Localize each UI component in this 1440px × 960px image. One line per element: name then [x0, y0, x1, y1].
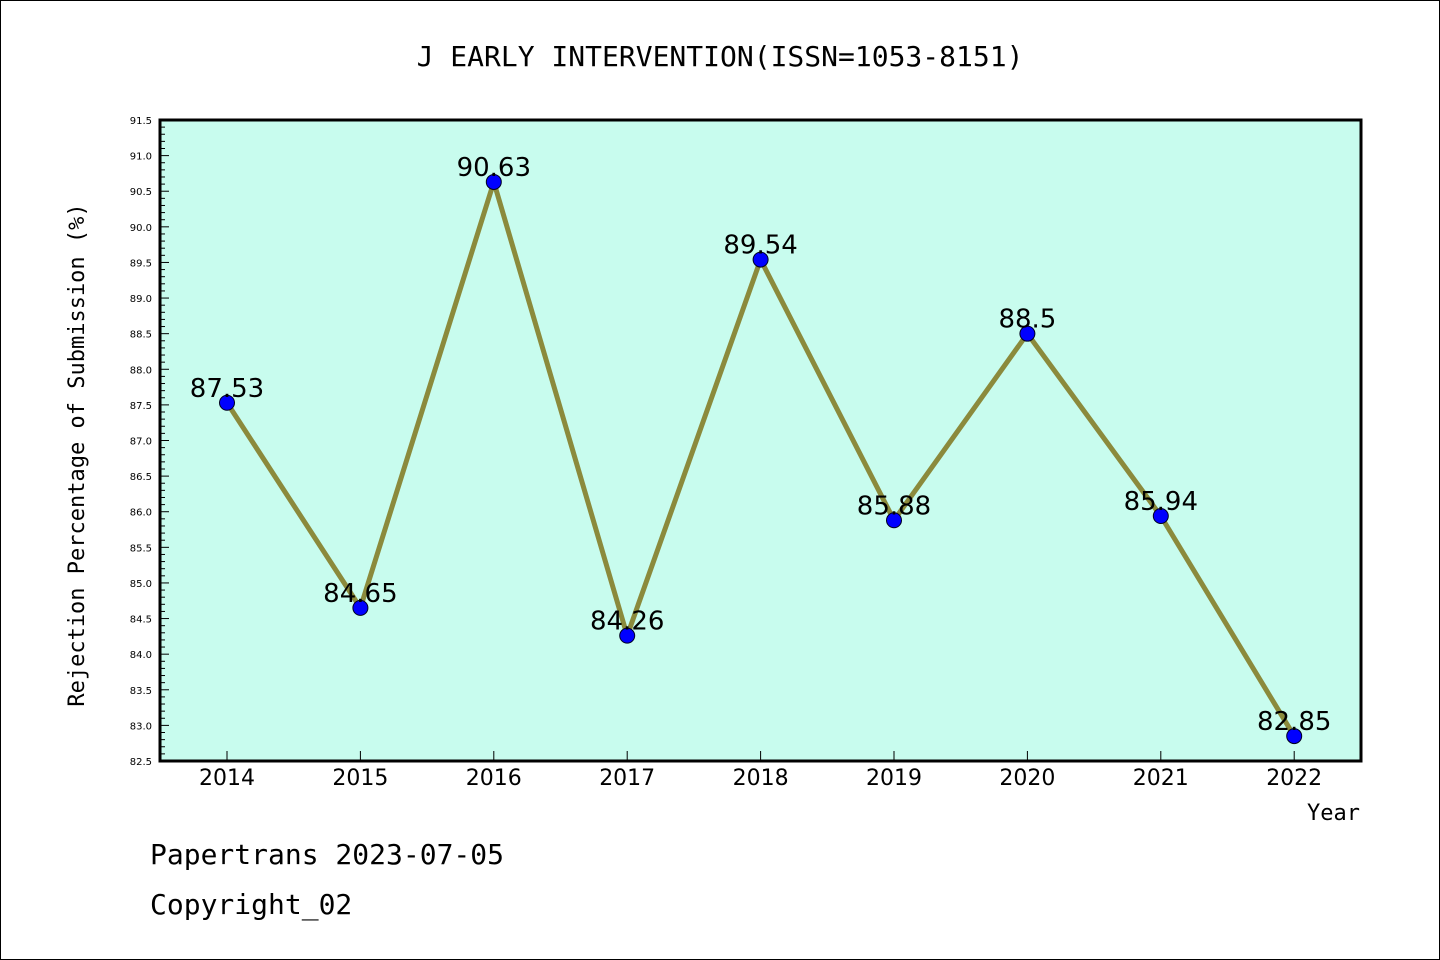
x-tick-label: 2015 [332, 766, 388, 791]
data-label: 84.65 [323, 579, 397, 609]
data-label: 87.53 [190, 374, 264, 404]
data-point [886, 512, 902, 529]
y-tick-label: 89.0 [130, 294, 152, 305]
y-tick-label: 89.5 [130, 258, 152, 269]
data-point [1286, 728, 1303, 745]
x-axis: 2014 2015 2016 2017 2018 2019 2020 2021 2022 [199, 751, 1322, 791]
y-tick-label: 87.0 [130, 437, 152, 448]
footer-date: Papertrans 2023-07-05 [150, 838, 504, 871]
data-label: 84.26 [590, 607, 664, 637]
data-point [485, 173, 502, 190]
plot-area [158, 118, 1363, 763]
data-label: 90.63 [457, 153, 531, 183]
data-point [752, 251, 769, 268]
y-tick-label: 91.0 [130, 152, 152, 163]
data-point [619, 627, 636, 644]
x-tick-label: 2016 [466, 766, 522, 791]
data-label: 85.94 [1124, 487, 1198, 517]
y-tick-label: 85.0 [130, 579, 152, 590]
data-point [1152, 507, 1169, 524]
y-tick-label: 88.0 [130, 365, 152, 376]
x-tick-label: 2019 [866, 766, 922, 791]
y-tick-label: 84.0 [130, 650, 152, 661]
data-label: 85.88 [857, 491, 931, 521]
y-tick-label: 83.0 [130, 721, 152, 732]
x-tick-label: 2022 [1266, 766, 1322, 791]
x-tick-label: 2020 [999, 766, 1055, 791]
y-tick-label: 90.0 [130, 223, 152, 234]
data-label: 82.85 [1257, 707, 1331, 737]
y-tick-label: 82.5 [130, 757, 152, 768]
data-label: 89.54 [723, 231, 797, 261]
y-tick-label: 84.5 [130, 615, 152, 626]
x-tick-label: 2018 [733, 766, 789, 791]
y-tick-label: 88.5 [130, 330, 152, 341]
data-point [219, 394, 235, 411]
x-axis-label: Year [1307, 801, 1360, 826]
x-tick-label: 2014 [199, 766, 255, 791]
y-tick-label: 85.5 [130, 543, 152, 554]
chart-title: J EARLY INTERVENTION(ISSN=1053-8151) [417, 40, 1024, 73]
data-point [1019, 325, 1036, 342]
series-markers [219, 173, 1303, 745]
x-tick-label: 2017 [599, 766, 655, 791]
y-axis-label: Rejection Percentage of Submission (%) [65, 203, 90, 706]
y-tick-label: 83.5 [130, 686, 152, 697]
y-tick-label: 91.5 [130, 116, 152, 127]
data-point [352, 599, 369, 616]
data-label: 88.5 [998, 305, 1056, 335]
footer-copyright: Copyright_02 [150, 888, 352, 922]
y-tick-label: 86.5 [130, 472, 152, 483]
data-labels: 87.53 84.65 90.63 84.26 89.54 85.88 88.5 85.94 8… [190, 153, 1332, 737]
y-tick-label: 86.0 [130, 508, 152, 519]
y-tick-label: 90.5 [130, 187, 152, 198]
x-tick-label: 2021 [1133, 766, 1189, 791]
y-tick-label: 87.5 [130, 401, 152, 412]
y-axis: 82.5 83.0 83.5 84.0 84.5 85.0 85.5 86.0 86.5 87.0… [130, 116, 169, 768]
